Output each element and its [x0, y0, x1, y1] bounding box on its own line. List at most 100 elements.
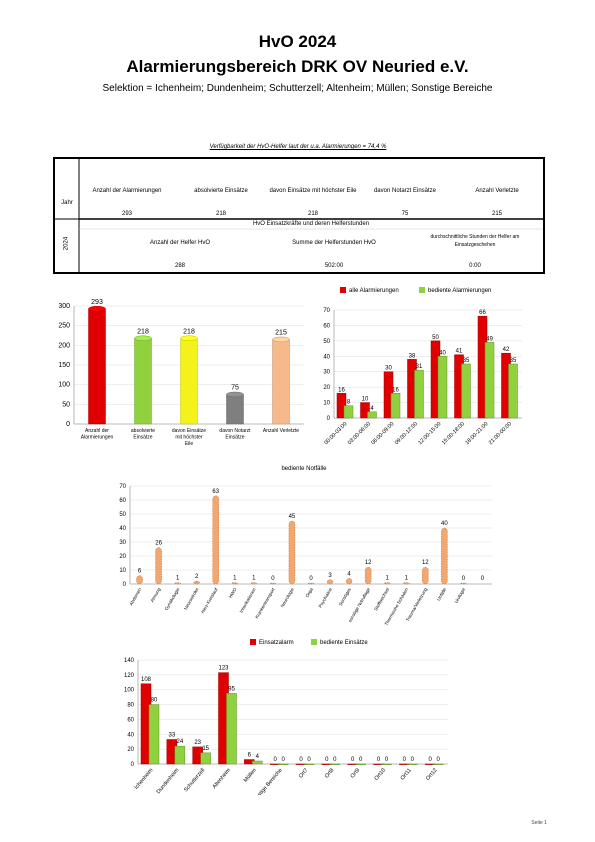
bar — [326, 579, 334, 585]
bar — [174, 582, 181, 585]
data-label: 0 — [325, 757, 329, 763]
helpers-value: 288 — [174, 263, 185, 269]
avg-value: 0:00 — [469, 263, 481, 269]
notarzt-label: davon Notarzt Einsätze — [373, 188, 437, 194]
statistics-table: Verfügbarkeit der HvO-Helfer laut der u.… — [53, 144, 545, 274]
bar — [193, 580, 200, 585]
y-tick-label: 200 — [58, 342, 70, 349]
data-label: 6 — [138, 569, 142, 575]
data-label: 35 — [463, 358, 470, 364]
hours-label: Summe der Helferstunden HvO — [292, 240, 376, 246]
data-label: 26 — [155, 541, 162, 547]
x-tick-label: Ort12 — [425, 767, 438, 781]
data-label: 0 — [411, 757, 415, 763]
x-tick-label: 12:00-15:00 — [417, 421, 442, 446]
data-label: 0 — [309, 576, 313, 582]
data-label: 4 — [370, 406, 374, 412]
chart-locations: Einsatzalarm bediente Einsätze02040608010… — [124, 639, 448, 795]
year-value: 2024 — [63, 236, 70, 251]
x-tick-label: Gynäkologie — [164, 587, 181, 612]
y-tick-label: 100 — [124, 688, 135, 694]
data-label: 42 — [503, 347, 510, 353]
data-label: 40 — [441, 521, 448, 527]
data-label: 23 — [194, 740, 201, 746]
bar — [269, 582, 277, 585]
data-label: 108 — [141, 677, 152, 683]
bar — [367, 411, 377, 419]
x-tick-label: Ort9 — [350, 767, 361, 779]
bar — [345, 578, 353, 585]
y-tick-label: 20 — [323, 385, 330, 391]
x-tick-label: Herz-Kreislauf — [200, 586, 219, 614]
y-tick-label: 20 — [127, 747, 134, 753]
helpers-label: Anzahl der Helfer HvO — [149, 240, 211, 246]
data-label: 0 — [481, 576, 485, 582]
bar — [508, 363, 518, 419]
x-tick-label: Anzahl Verletzte — [263, 428, 299, 434]
y-tick-label: 70 — [323, 308, 330, 314]
x-tick-label: Unfälle — [436, 587, 448, 602]
data-label: 35 — [510, 358, 517, 364]
data-label: 40 — [439, 350, 446, 356]
legend-swatch — [340, 287, 346, 293]
bar — [303, 763, 315, 765]
legend-swatch — [419, 287, 425, 293]
bar — [381, 763, 392, 765]
x-tick-label: Einsätze — [225, 435, 244, 441]
x-tick-label: davon Einsätze — [172, 428, 206, 434]
bar — [383, 582, 391, 585]
y-tick-label: 120 — [124, 673, 135, 679]
bar — [422, 566, 429, 585]
einsaetze-value: 218 — [215, 211, 226, 217]
x-tick-label: Einsätze — [133, 435, 152, 441]
data-label: 31 — [416, 364, 423, 370]
data-label: 30 — [385, 366, 392, 372]
x-tick-label: Sonstiges — [338, 586, 353, 606]
bar — [180, 338, 198, 425]
data-label: 0 — [428, 757, 432, 763]
notarzt-value: 75 — [401, 211, 409, 217]
data-label: 293 — [91, 299, 103, 306]
x-tick-label: Dundenheim — [156, 767, 181, 795]
data-label: 0 — [462, 576, 466, 582]
verletzte-value: 215 — [491, 211, 502, 217]
data-label: 24 — [176, 739, 183, 745]
x-tick-label: Ort7 — [298, 767, 309, 779]
legend-label: alle Alarmierungen — [349, 288, 399, 294]
eile-label: davon Einsätze mit höchster Eile — [269, 188, 357, 194]
data-label: 0 — [271, 576, 275, 582]
x-tick-label: Ort8 — [324, 767, 335, 779]
bar — [360, 402, 370, 419]
x-tick-label: Krankentransport — [254, 586, 276, 619]
report-subtitle: Alarmierungsbereich DRK OV Neuried e.V. — [126, 57, 469, 76]
data-label: 95 — [228, 686, 235, 692]
x-tick-label: Intoxikationen — [238, 587, 256, 614]
data-label: 218 — [183, 328, 195, 335]
bar — [288, 520, 296, 585]
bar — [414, 369, 424, 419]
y-tick-label: 60 — [323, 323, 330, 329]
data-label: 0 — [307, 757, 311, 763]
bar — [441, 527, 448, 585]
data-label: 50 — [432, 335, 439, 341]
data-label: 0 — [359, 757, 363, 763]
data-label: 0 — [281, 757, 285, 763]
bar — [364, 566, 372, 585]
x-tick-label: Trauma/Verletzung — [405, 587, 429, 623]
x-tick-label: Altenheim — [212, 767, 233, 790]
bar — [88, 308, 106, 425]
data-label: 4 — [256, 754, 260, 760]
bar — [250, 582, 258, 585]
bar — [148, 704, 160, 765]
bar — [307, 582, 315, 585]
bar — [134, 338, 152, 425]
y-tick-label: 40 — [119, 526, 126, 532]
data-label: 1 — [176, 576, 180, 582]
chart-summary: 0 50 100 150 200 250 300 293 Anzahl derAlarmieru… — [58, 299, 304, 447]
hours-value: 502:00 — [324, 263, 344, 269]
statistics-box: Jahr 2024 Anzahl der Alarmierungen 293 a… — [53, 157, 545, 274]
x-tick-label: Orga — [305, 587, 315, 599]
bar — [329, 763, 341, 765]
bar — [231, 582, 239, 585]
y-tick-label: 0 — [66, 421, 70, 428]
